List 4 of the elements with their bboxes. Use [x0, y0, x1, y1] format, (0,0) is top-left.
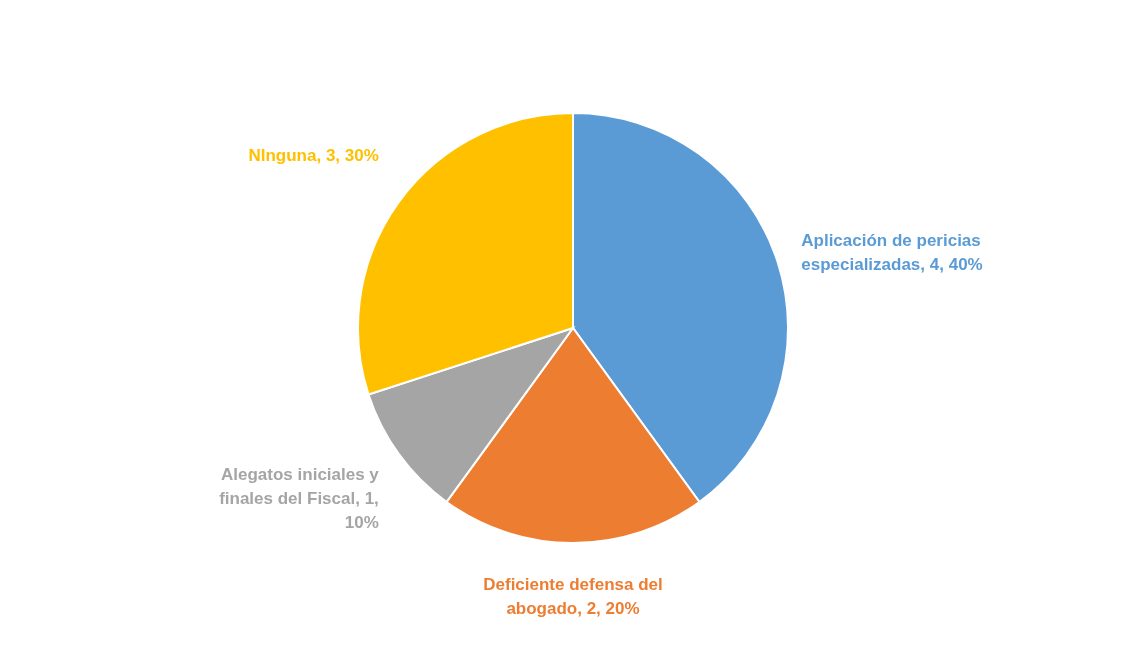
slice-label: NInguna, 3, 30% — [248, 146, 379, 166]
slice-label: Alegatos iniciales y finales del Fiscal, 1, 10% — [219, 464, 380, 532]
slice-label: Aplicación de pericias especializadas, 4, 40% — [801, 231, 983, 275]
slice-label: Deficiente defensa del abogado, 2, 20% — [483, 575, 663, 619]
